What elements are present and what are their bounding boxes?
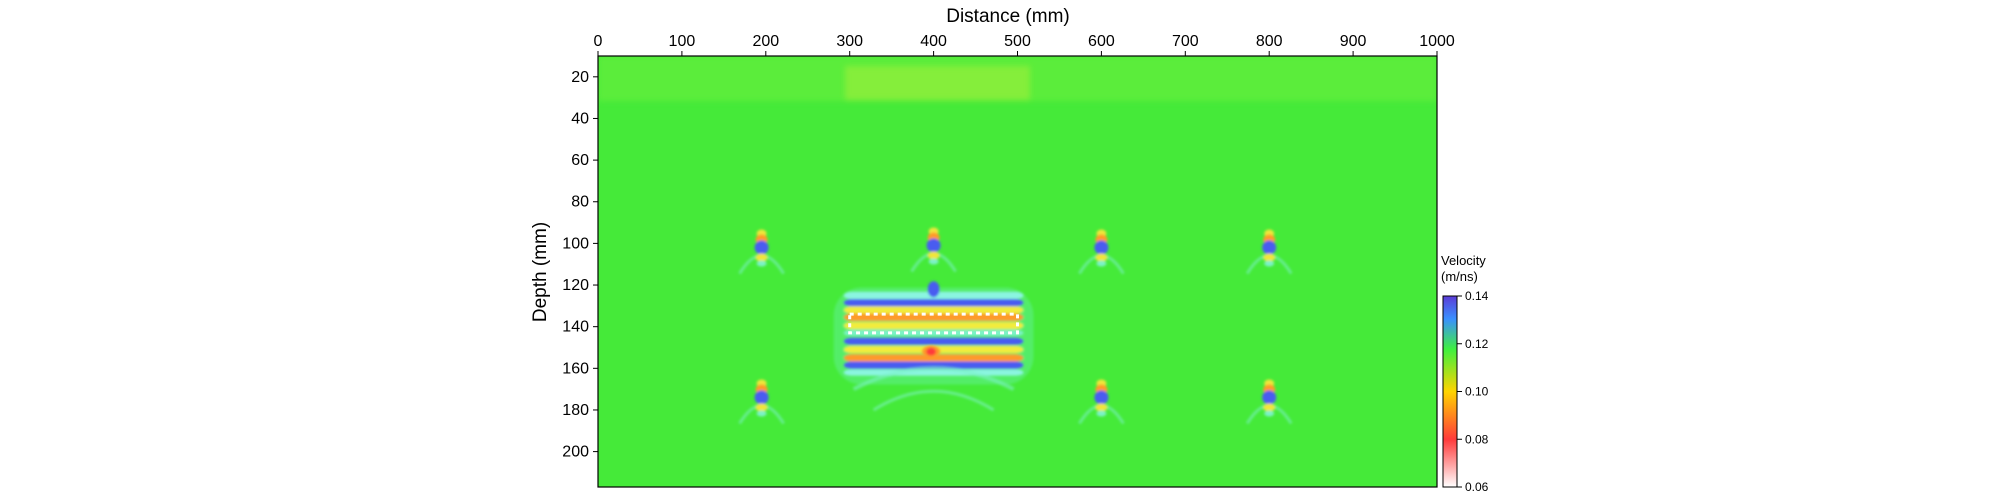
anomaly-band: [1095, 403, 1108, 412]
x-tick-label: 800: [1256, 33, 1283, 50]
colorbar-tick-label: 0.10: [1465, 385, 1489, 399]
point-anomaly: [1245, 229, 1293, 275]
anomaly-band: [756, 410, 767, 417]
anomaly-band: [1095, 253, 1108, 262]
x-tick-label: 900: [1340, 33, 1367, 50]
colorbar-title: Velocity: [1441, 253, 1486, 268]
anomaly-band: [843, 299, 1024, 307]
anomaly-band: [1096, 410, 1107, 417]
anomaly-band: [928, 258, 939, 265]
y-tick-label: 160: [562, 360, 589, 377]
anomaly-band: [843, 354, 1024, 362]
plot-frame: [597, 55, 1438, 488]
x-tick-label: 700: [1172, 33, 1199, 50]
heatmap-features: [738, 227, 1293, 425]
anomaly-band: [843, 329, 1024, 337]
annotation-box: [848, 312, 1020, 335]
anomaly-band: [927, 251, 940, 260]
anomaly-band: [755, 403, 768, 412]
anomaly-band: [1264, 410, 1275, 417]
x-tick-label: 1000: [1419, 33, 1455, 50]
anomaly-band: [1263, 403, 1276, 412]
anomaly-band: [755, 253, 768, 262]
point-anomaly: [738, 379, 785, 425]
anomaly-core: [1094, 390, 1109, 405]
y-tick-labels: 20 40 60 80 100 120 140 160 180 200: [562, 69, 598, 461]
x-tick-label: 500: [1004, 33, 1031, 50]
anomaly-core: [1262, 390, 1277, 405]
anomaly-core: [754, 240, 769, 255]
anomaly-core: [926, 238, 941, 253]
anomaly-core: [927, 281, 940, 298]
colorbar-unit: (m/ns): [1441, 269, 1478, 284]
heatmap-plot: [598, 56, 1437, 487]
colorbar-tick-label: 0.12: [1465, 337, 1489, 351]
x-axis-label: Distance (mm): [946, 6, 1070, 27]
near-surface-glow: [845, 66, 1030, 100]
y-tick-label: 60: [571, 152, 589, 169]
x-tick-label: 100: [669, 33, 696, 50]
y-axis-label: Depth (mm): [530, 222, 551, 322]
y-tick-label: 200: [562, 444, 589, 461]
y-tick-label: 80: [571, 194, 589, 211]
point-anomaly: [1078, 379, 1125, 425]
x-tick-label: 600: [1088, 33, 1115, 50]
hyperbola-tail: [852, 366, 1015, 391]
anomaly-band: [843, 306, 1024, 314]
point-anomaly: [738, 229, 785, 275]
x-tick-label: 400: [920, 33, 947, 50]
anomaly-band: [843, 361, 1024, 369]
point-anomaly: [910, 227, 957, 273]
point-anomaly: [1245, 379, 1293, 425]
y-tick-label: 140: [562, 319, 589, 336]
anomaly-band: [1263, 253, 1276, 262]
anomaly-core: [926, 347, 937, 356]
x-tick-label: 200: [752, 33, 779, 50]
y-tick-label: 20: [571, 69, 589, 86]
anomaly-core: [1262, 240, 1277, 255]
hyperbola-tail: [872, 389, 995, 412]
y-tick-label: 180: [562, 402, 589, 419]
low-velocity-spot: [922, 345, 941, 358]
anomaly-core: [1094, 240, 1109, 255]
anomaly-band: [1096, 260, 1107, 267]
anomaly-band: [756, 260, 767, 267]
y-tick-label: 40: [571, 110, 589, 127]
anomaly-core: [754, 390, 769, 405]
heatmap-background: [598, 56, 1437, 487]
colorbar-tick-label: 0.08: [1465, 432, 1489, 446]
y-tick-label: 100: [562, 235, 589, 252]
colorbar-scale: [1442, 295, 1458, 488]
point-anomaly: [1078, 229, 1125, 275]
colorbar-tick-label: 0.14: [1465, 289, 1489, 303]
colorbar-tick-labels: 0.14 0.12 0.10 0.08 0.06: [1457, 289, 1489, 493]
colorbar: Velocity (m/ns) 0.14 0.12 0.10 0.08 0.06: [1441, 253, 1489, 493]
colorbar-tick-label: 0.06: [1465, 480, 1489, 493]
x-tick-label: 300: [836, 33, 863, 50]
anomaly-band: [843, 321, 1024, 330]
anomaly-band: [1264, 260, 1275, 267]
y-tick-label: 120: [562, 277, 589, 294]
x-tick-label: 0: [594, 33, 603, 50]
x-tick-labels: 0 100 200 300 400 500 600 700 800 900 1000: [594, 33, 1455, 56]
anomaly-band: [843, 337, 1024, 345]
